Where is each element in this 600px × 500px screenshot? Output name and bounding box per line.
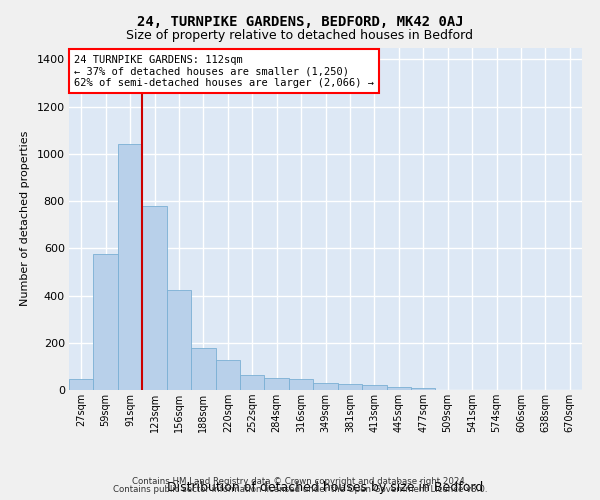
Text: Size of property relative to detached houses in Bedford: Size of property relative to detached ho… bbox=[127, 29, 473, 42]
Bar bbox=[69, 380, 94, 390]
X-axis label: Distribution of detached houses by size in Bedford: Distribution of detached houses by size … bbox=[167, 481, 484, 494]
Bar bbox=[265, 378, 289, 390]
Text: Contains HM Land Registry data © Crown copyright and database right 2024.: Contains HM Land Registry data © Crown c… bbox=[132, 477, 468, 486]
Y-axis label: Number of detached properties: Number of detached properties bbox=[20, 131, 30, 306]
Bar bbox=[215, 360, 240, 390]
Bar bbox=[191, 348, 215, 390]
Bar bbox=[240, 374, 265, 390]
Bar bbox=[167, 290, 191, 390]
Text: 24, TURNPIKE GARDENS, BEDFORD, MK42 0AJ: 24, TURNPIKE GARDENS, BEDFORD, MK42 0AJ bbox=[137, 15, 463, 29]
Bar bbox=[94, 254, 118, 390]
Bar bbox=[411, 388, 436, 390]
Text: 24 TURNPIKE GARDENS: 112sqm
← 37% of detached houses are smaller (1,250)
62% of : 24 TURNPIKE GARDENS: 112sqm ← 37% of det… bbox=[74, 54, 374, 88]
Bar bbox=[118, 144, 142, 390]
Bar bbox=[289, 379, 313, 390]
Bar bbox=[386, 387, 411, 390]
Bar bbox=[338, 384, 362, 390]
Text: Contains public sector information licensed under the Open Government Licence v3: Contains public sector information licen… bbox=[113, 485, 487, 494]
Bar bbox=[313, 384, 338, 390]
Bar bbox=[142, 206, 167, 390]
Bar bbox=[362, 386, 386, 390]
